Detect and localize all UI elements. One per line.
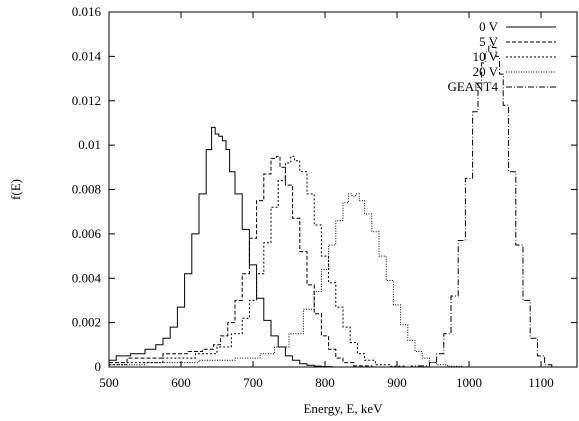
y-tick-label: 0.004	[72, 270, 102, 285]
x-tick-label: 1000	[456, 375, 482, 390]
legend-label: 20 V	[473, 64, 499, 79]
x-tick-label: 1100	[528, 375, 554, 390]
series-layer	[109, 44, 556, 368]
series-line-geant4	[397, 44, 556, 368]
series-line-5-v	[109, 155, 397, 368]
y-axis-label: f(E)	[8, 179, 23, 200]
x-tick-label: 800	[315, 375, 335, 390]
ticks-layer: 500 600 700 800 900 1000 1100 0 0.002 0.004 0.006 0…	[72, 4, 577, 390]
y-tick-label: 0.014	[72, 48, 102, 63]
y-tick-label: 0.006	[72, 226, 102, 241]
x-tick-label: 900	[387, 375, 407, 390]
legend-label: GEANT4	[447, 79, 498, 94]
y-tick-label: 0.01	[78, 137, 101, 152]
legend-label: 5 V	[479, 34, 499, 49]
x-tick-label: 500	[99, 375, 119, 390]
series-line-20-v	[109, 193, 469, 368]
legend-label: 10 V	[473, 49, 499, 64]
series-line-0-v	[109, 126, 361, 368]
y-tick-label: 0.008	[72, 182, 101, 197]
y-tick-label: 0.012	[72, 93, 101, 108]
y-tick-label: 0.016	[72, 4, 102, 19]
y-tick-label: 0	[95, 359, 102, 374]
x-axis-label: Energy, E, keV	[303, 401, 383, 416]
series-line-10-v	[109, 155, 412, 368]
legend-label: 0 V	[479, 19, 499, 34]
y-tick-label: 0.002	[72, 315, 101, 330]
x-tick-label: 700	[243, 375, 263, 390]
x-tick-label: 600	[171, 375, 191, 390]
